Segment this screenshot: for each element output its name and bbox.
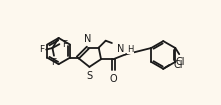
Text: H: H [127,45,134,54]
Text: N: N [117,44,124,54]
Text: F: F [62,40,67,49]
Text: N: N [84,34,91,44]
Text: F: F [40,45,45,54]
Text: O: O [110,74,117,84]
Text: Cl: Cl [175,57,185,67]
Text: Cl: Cl [173,60,183,70]
Text: F: F [51,58,57,67]
Text: S: S [86,71,92,81]
